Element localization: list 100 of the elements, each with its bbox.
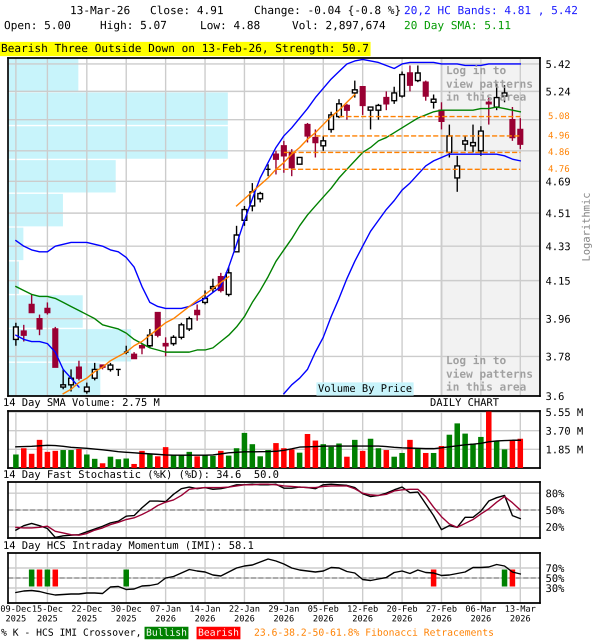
bar [344,456,350,468]
candlestick [414,64,421,83]
text: Change: -0.04 {-0.8 %} [254,6,400,16]
bar [108,456,114,468]
y-axis-title: Logarithmic [582,193,592,260]
bar [446,434,452,468]
x-tick-label: 27-Feb 2026 [426,605,457,622]
candlestick [123,345,130,355]
chart-title: 14 Day HCS Intraday Momentum (IMI): 58.1 [4,540,254,552]
bar [384,450,390,468]
bar [68,450,74,468]
bar [186,452,192,468]
bar [288,449,294,468]
y-tick-label: 3.70 M [546,426,583,435]
bar [100,463,106,468]
text: 4.86 [548,148,570,156]
text: 4.76 [548,165,570,172]
candlestick [154,312,161,338]
candlestick [430,94,437,110]
y-tick-label: 50% [546,506,564,514]
bar [430,452,436,468]
candlestick [344,103,350,120]
text: 4.96 [548,132,570,139]
candlestick [36,314,43,336]
bar [415,448,421,468]
candlestick [20,324,27,342]
candlestick [352,80,358,98]
candlestick [454,155,460,193]
bar [470,443,476,468]
line-series [15,440,521,456]
bar [242,432,248,468]
candlestick [478,125,484,157]
bar [494,441,500,468]
candlestick [162,336,169,358]
text: Bearish [198,628,238,636]
x-tick-label: 30-Dec 2025 [111,605,142,622]
candlestick [312,128,318,158]
bar [265,450,271,468]
candlestick [60,368,66,390]
y-tick-label: 5.42 [546,60,570,68]
bar [454,423,460,468]
candlestick [304,122,311,144]
y-tick-label: 5.55 M [546,408,583,416]
bar [84,454,90,468]
bar [438,446,444,468]
candlestick [44,302,50,316]
y-tick-label: 4.15 [546,277,570,285]
bar [178,454,184,468]
candlestick [265,164,272,177]
y-tick-label: 50% [546,574,564,582]
bar [250,444,256,468]
bar [281,448,287,468]
bar [28,454,34,468]
bar [296,452,302,468]
x-tick-label: 15-Dec 2025 [32,605,62,622]
bar [407,440,413,468]
bar [462,434,468,468]
candlestick [446,124,452,158]
chart-title: Bearish Three Outside Down on 13-Feb-26, Strength: 50.7 [2,44,368,54]
bar [376,448,382,468]
bar [210,456,216,468]
y-tick-label: 30% [546,584,564,592]
bar [312,440,318,468]
candlestick [462,135,468,152]
text: Open: 5.00 [4,20,70,32]
bar [116,459,122,468]
x-tick-label: 12-Feb 2026 [348,605,378,622]
candlestick [146,328,153,349]
bar [202,454,208,468]
bar [320,444,326,468]
y-tick-label: 3.6 [546,392,564,400]
candlestick [138,342,146,355]
x-tick-label: 06-Mar 2026 [466,605,496,622]
bar [257,456,263,468]
candlestick [383,90,390,111]
bar [368,438,374,468]
candlestick [367,106,374,130]
candlestick [226,266,232,298]
candlestick [375,103,382,120]
bar [36,440,42,468]
chart-title: 14 Day Fast Stochastic (%K) (%D): 34.6 50.0 [4,470,278,480]
bar [131,464,137,468]
bar [76,448,82,468]
x-tick-label: 07-Jan 2026 [150,605,180,622]
bar [273,443,279,468]
bar [234,448,240,468]
y-tick-label: 70% [546,564,564,572]
candlestick [28,294,35,314]
bar [60,450,66,468]
candlestick [470,124,476,154]
bar [139,450,145,468]
x-tick-label: 14-Jan 2026 [190,605,220,622]
x-tick-label: 09-Dec 2025 [0,605,31,622]
candlestick [170,334,177,346]
bar [304,434,310,468]
bar [170,454,176,468]
y-tick-label: 20% [546,523,564,531]
text: High: 5.07 [100,20,166,32]
bar [162,447,168,468]
chart-title: 14 Day SMA Volume: 2.75 M [4,398,160,408]
